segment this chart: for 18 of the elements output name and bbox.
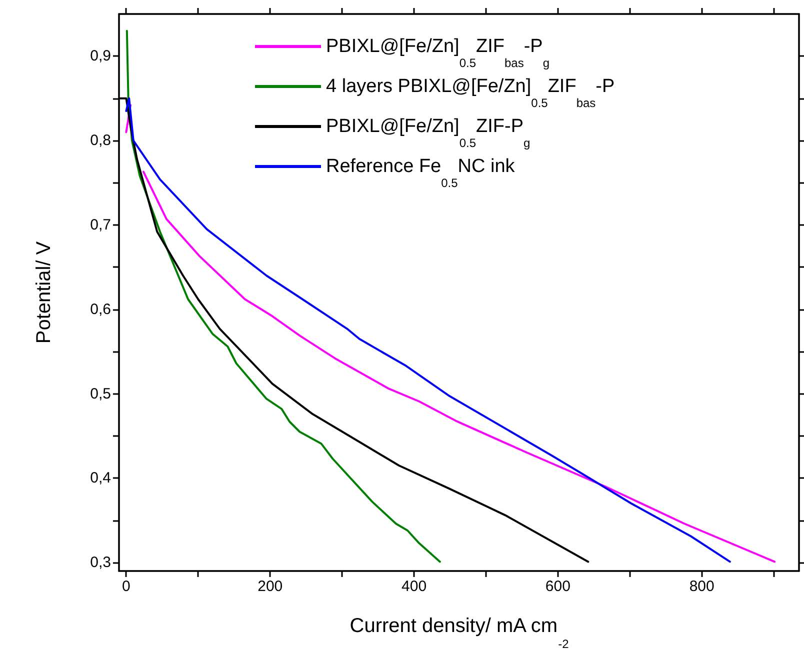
y-tick-label: 0,4 — [90, 470, 111, 487]
y-tick-label: 0,8 — [90, 132, 111, 150]
x-tick-label: 400 — [402, 578, 427, 595]
x-tick-label: 0 — [122, 578, 130, 595]
y-tick-label: 0,3 — [90, 554, 111, 572]
x-tick-label: 800 — [689, 578, 714, 595]
y-tick-label: 0,5 — [90, 385, 111, 402]
x-axis-title: Current density/ mA cm-2 — [350, 615, 570, 651]
legend-label: Reference Fe0.5NC ink — [326, 156, 516, 190]
y-tick-label: 0,7 — [90, 216, 111, 234]
y-tick-label: 0,9 — [90, 48, 111, 65]
y-axis-title: Potential/ V — [33, 240, 55, 344]
x-tick-label: 600 — [545, 578, 570, 595]
legend-label: 4 layers PBIXL@[Fe/Zn]0.5ZIFbas-P — [326, 76, 615, 110]
legend-label: PBIXL@[Fe/Zn]0.5ZIFbas-Pg — [326, 36, 550, 70]
y-tick-label: 0,6 — [90, 300, 111, 318]
x-tick-label: 200 — [258, 578, 283, 595]
legend-label: PBIXL@[Fe/Zn]0.5ZIF-Pg — [326, 116, 530, 150]
